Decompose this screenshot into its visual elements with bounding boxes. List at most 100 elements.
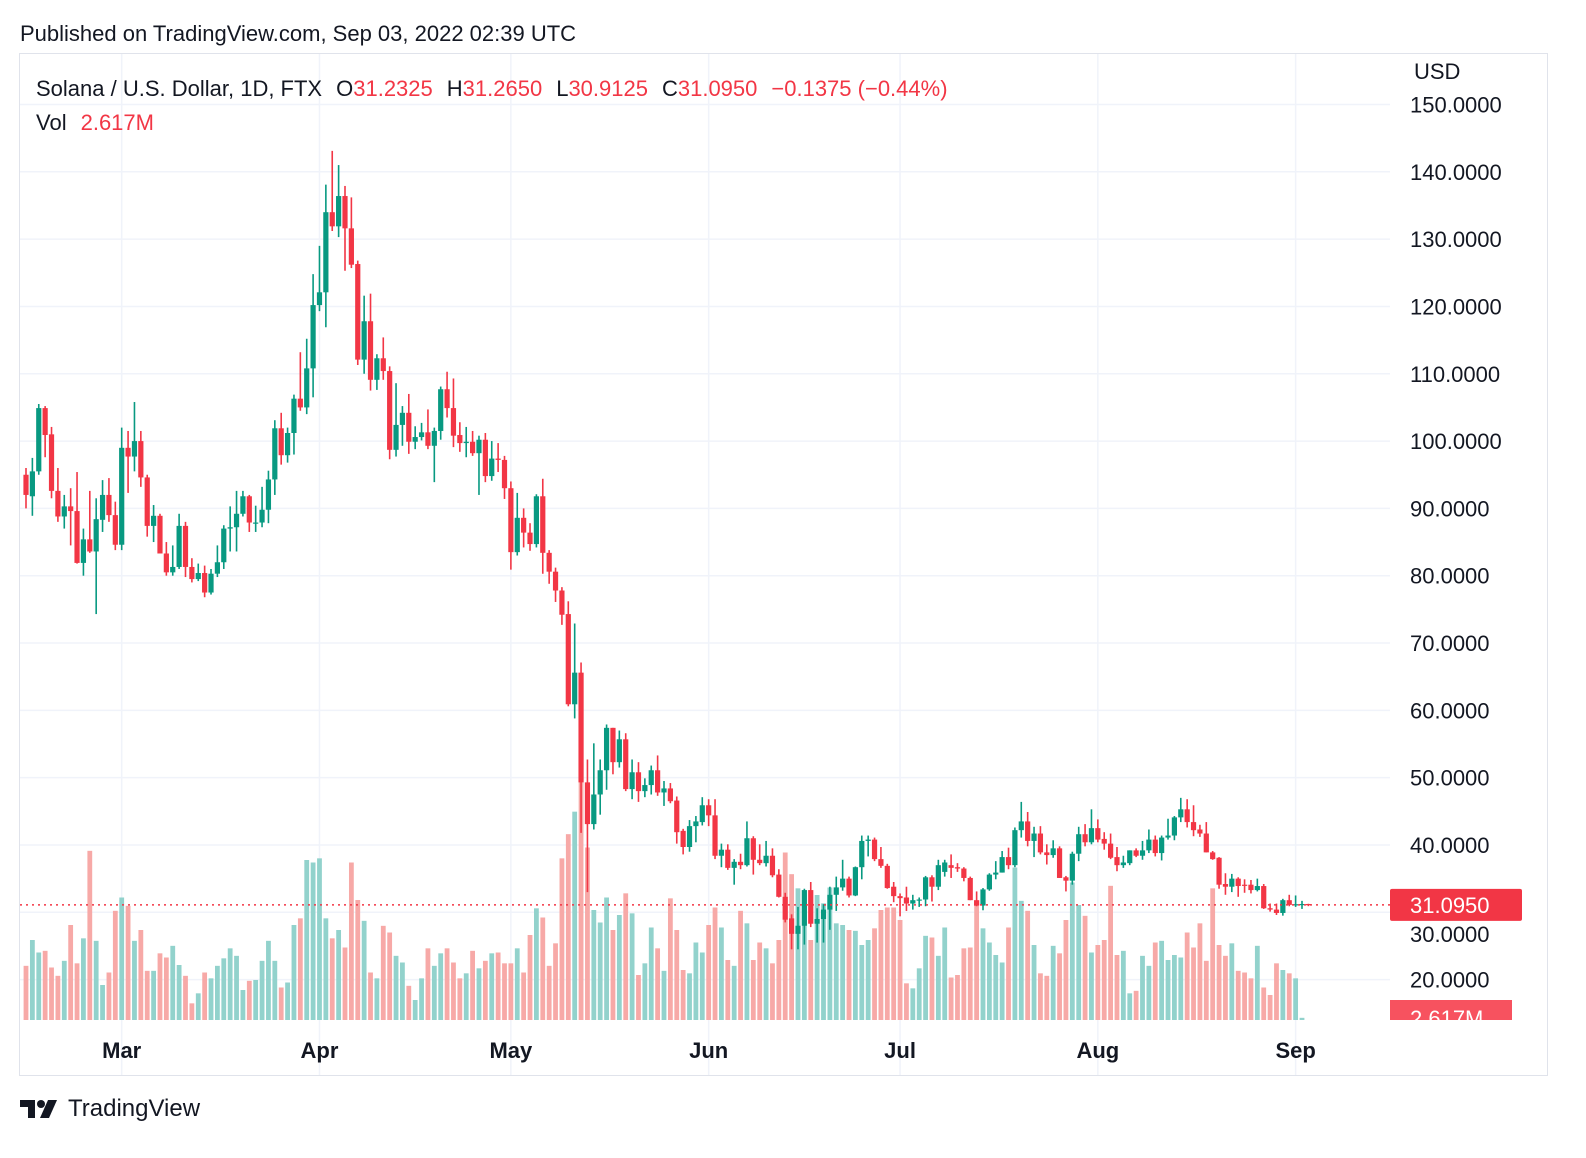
volume-bar [74, 963, 80, 1020]
time-tick-label: Jun [689, 1038, 728, 1063]
candle-body [240, 496, 246, 514]
candle-body [1037, 833, 1044, 853]
candle-body [597, 770, 603, 795]
candle-body [871, 839, 878, 860]
volume-bar [731, 965, 737, 1020]
volume-bar [974, 903, 980, 1020]
symbol-title[interactable]: Solana / U.S. Dollar, 1D, FTX [36, 76, 323, 101]
candle-body [1133, 850, 1139, 856]
volume-bar [1108, 885, 1113, 1020]
price-axis[interactable]: 20.0000 30.0000 40.0000 50.0000 60.0000 70.00… [1410, 92, 1502, 992]
candle-body [591, 794, 597, 825]
last-volume-badge-text: 2.617M [1410, 1006, 1483, 1031]
price-tick-label: 140.0000 [1410, 160, 1502, 185]
candle-body [157, 515, 163, 554]
candle-body [859, 840, 865, 868]
candle-body [265, 479, 272, 510]
currency-label[interactable]: USD [1414, 59, 1461, 84]
candle-body [827, 894, 833, 910]
candle-body [189, 566, 195, 580]
time-tick-label: Mar [102, 1038, 142, 1063]
time-axis[interactable]: Mar Apr May Jun Jul Aug Sep [102, 1038, 1316, 1063]
candle-body [514, 517, 520, 553]
volume-bar [553, 943, 558, 1020]
candle-body [387, 371, 393, 450]
candle-body [253, 522, 259, 524]
high-label: H [446, 76, 463, 101]
volume-bar [1127, 993, 1133, 1020]
candle-body [552, 571, 559, 591]
candle-body [801, 890, 807, 926]
volume-legend-row: Vol 2.617M [36, 108, 962, 142]
candle-body [138, 441, 144, 478]
candle-body [68, 506, 74, 512]
volume-bar [801, 900, 807, 1020]
candle-body [942, 862, 948, 872]
volume-bar [151, 970, 156, 1020]
volume-bar [329, 938, 335, 1020]
candle-body [42, 408, 48, 436]
volume-bar [1286, 973, 1292, 1020]
volume-bar [412, 1000, 418, 1020]
volume-bar [221, 958, 227, 1020]
candle-body [74, 511, 80, 563]
candle-body [1127, 850, 1133, 864]
volume-bar [387, 932, 393, 1020]
volume-bar [986, 942, 992, 1020]
volume-bar [846, 930, 852, 1020]
volume-bar [406, 985, 412, 1020]
candle-body [1197, 829, 1203, 834]
volume-bar [955, 975, 960, 1020]
candle-body [342, 196, 348, 229]
candle-body [476, 439, 482, 454]
candle-body [629, 772, 635, 790]
volume-bar [1280, 970, 1286, 1020]
candle-body [438, 389, 444, 431]
candle-body [725, 849, 731, 868]
price-tick-label: 50.0000 [1410, 766, 1490, 791]
high-value: 31.2650 [462, 76, 543, 101]
volume-bar [234, 955, 239, 1020]
candle-body [1190, 822, 1197, 831]
candle-body [1248, 884, 1254, 891]
candle-body [948, 865, 954, 868]
volume-bar [610, 930, 616, 1020]
volume-bar [833, 923, 839, 1020]
volume-bar [1248, 978, 1254, 1020]
candle-body [974, 900, 980, 906]
volume-bar [1101, 940, 1107, 1020]
candle-body [1095, 828, 1101, 840]
candle-body [374, 358, 380, 380]
candle-body [935, 865, 941, 887]
volume-bar [304, 860, 310, 1020]
candle-body [763, 855, 769, 864]
volume-bar [1089, 952, 1094, 1020]
tradingview-logo[interactable]: TradingView [20, 1095, 200, 1123]
close-value: 31.0950 [677, 76, 758, 101]
price-tick-label: 130.0000 [1410, 227, 1502, 252]
volume-bar [572, 811, 578, 1020]
candle-body [584, 782, 591, 825]
candle-body [291, 398, 297, 433]
volume-bar [1076, 905, 1082, 1020]
volume-bar [655, 948, 661, 1020]
price-tick-label: 20.0000 [1410, 968, 1490, 993]
candle-body [425, 432, 431, 446]
volume-bar [1274, 963, 1279, 1020]
volume-bar [1159, 940, 1165, 1020]
change-value: −0.1375 (−0.44%) [771, 76, 948, 101]
volume-bar [285, 982, 290, 1020]
candle-body [521, 517, 527, 533]
candle-body [980, 889, 986, 906]
volume-bar [1095, 945, 1101, 1020]
open-label: O [336, 76, 354, 101]
tradingview-logo-icon [20, 1100, 57, 1118]
volume-bar [1038, 973, 1043, 1020]
volume-bar [1152, 942, 1158, 1020]
candle-body [1139, 850, 1146, 856]
candle-body [967, 877, 973, 901]
volume-bar [144, 970, 150, 1020]
candle-body [578, 672, 584, 783]
candle-body [55, 490, 61, 517]
